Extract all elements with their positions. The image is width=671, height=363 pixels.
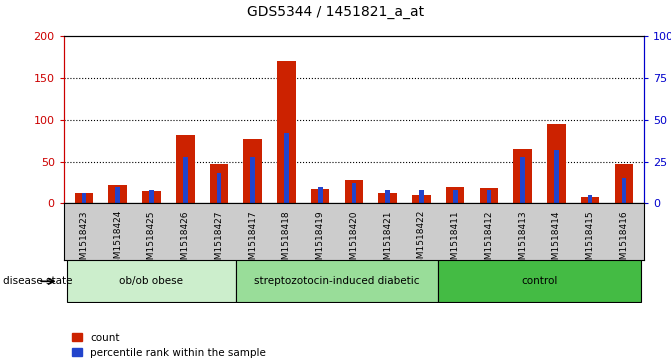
Bar xyxy=(419,190,424,203)
Text: GSM1518425: GSM1518425 xyxy=(147,210,156,270)
Bar xyxy=(378,193,397,203)
Bar xyxy=(176,135,195,203)
Text: GSM1518420: GSM1518420 xyxy=(350,210,358,270)
Bar xyxy=(67,260,236,302)
Text: GSM1518423: GSM1518423 xyxy=(79,210,89,270)
Bar xyxy=(438,260,641,302)
Text: disease state: disease state xyxy=(3,276,73,286)
Text: GSM1518421: GSM1518421 xyxy=(383,210,392,270)
Text: GSM1518422: GSM1518422 xyxy=(417,210,426,270)
Bar xyxy=(284,133,289,203)
Bar xyxy=(554,150,559,203)
Text: GSM1518418: GSM1518418 xyxy=(282,210,291,271)
Text: GSM1518414: GSM1518414 xyxy=(552,210,561,270)
Bar xyxy=(352,183,356,203)
Bar xyxy=(250,156,255,203)
Bar xyxy=(244,139,262,203)
Text: GSM1518427: GSM1518427 xyxy=(215,210,223,270)
Bar xyxy=(318,187,323,203)
Text: control: control xyxy=(521,276,558,286)
Bar xyxy=(412,195,431,203)
Bar xyxy=(277,61,296,203)
Bar xyxy=(513,149,532,203)
Bar xyxy=(82,193,87,203)
Bar xyxy=(345,180,363,203)
Text: GSM1518415: GSM1518415 xyxy=(586,210,595,271)
Text: GSM1518417: GSM1518417 xyxy=(248,210,257,271)
Bar xyxy=(236,260,438,302)
Bar xyxy=(480,188,498,203)
Bar xyxy=(183,156,188,203)
Text: GSM1518426: GSM1518426 xyxy=(180,210,190,270)
Text: GSM1518424: GSM1518424 xyxy=(113,210,122,270)
Text: GDS5344 / 1451821_a_at: GDS5344 / 1451821_a_at xyxy=(247,5,424,20)
Bar xyxy=(385,190,390,203)
Bar xyxy=(142,191,161,203)
Text: streptozotocin-induced diabetic: streptozotocin-induced diabetic xyxy=(254,276,420,286)
Text: GSM1518411: GSM1518411 xyxy=(451,210,460,271)
Bar xyxy=(453,190,458,203)
Text: GSM1518419: GSM1518419 xyxy=(316,210,325,271)
Bar xyxy=(581,197,599,203)
Bar xyxy=(486,190,491,203)
Bar xyxy=(446,187,464,203)
Bar xyxy=(210,164,228,203)
Text: ob/ob obese: ob/ob obese xyxy=(119,276,183,286)
Bar xyxy=(621,178,626,203)
Text: GSM1518416: GSM1518416 xyxy=(619,210,629,271)
Bar xyxy=(311,189,329,203)
Bar xyxy=(149,190,154,203)
Bar xyxy=(520,156,525,203)
Bar xyxy=(74,193,93,203)
Bar xyxy=(547,124,566,203)
Bar xyxy=(115,187,120,203)
Legend: count, percentile rank within the sample: count, percentile rank within the sample xyxy=(72,333,266,358)
Bar xyxy=(109,185,127,203)
Bar xyxy=(588,195,592,203)
Text: GSM1518413: GSM1518413 xyxy=(518,210,527,271)
Text: GSM1518412: GSM1518412 xyxy=(484,210,493,270)
Bar xyxy=(615,164,633,203)
Bar xyxy=(217,173,221,203)
